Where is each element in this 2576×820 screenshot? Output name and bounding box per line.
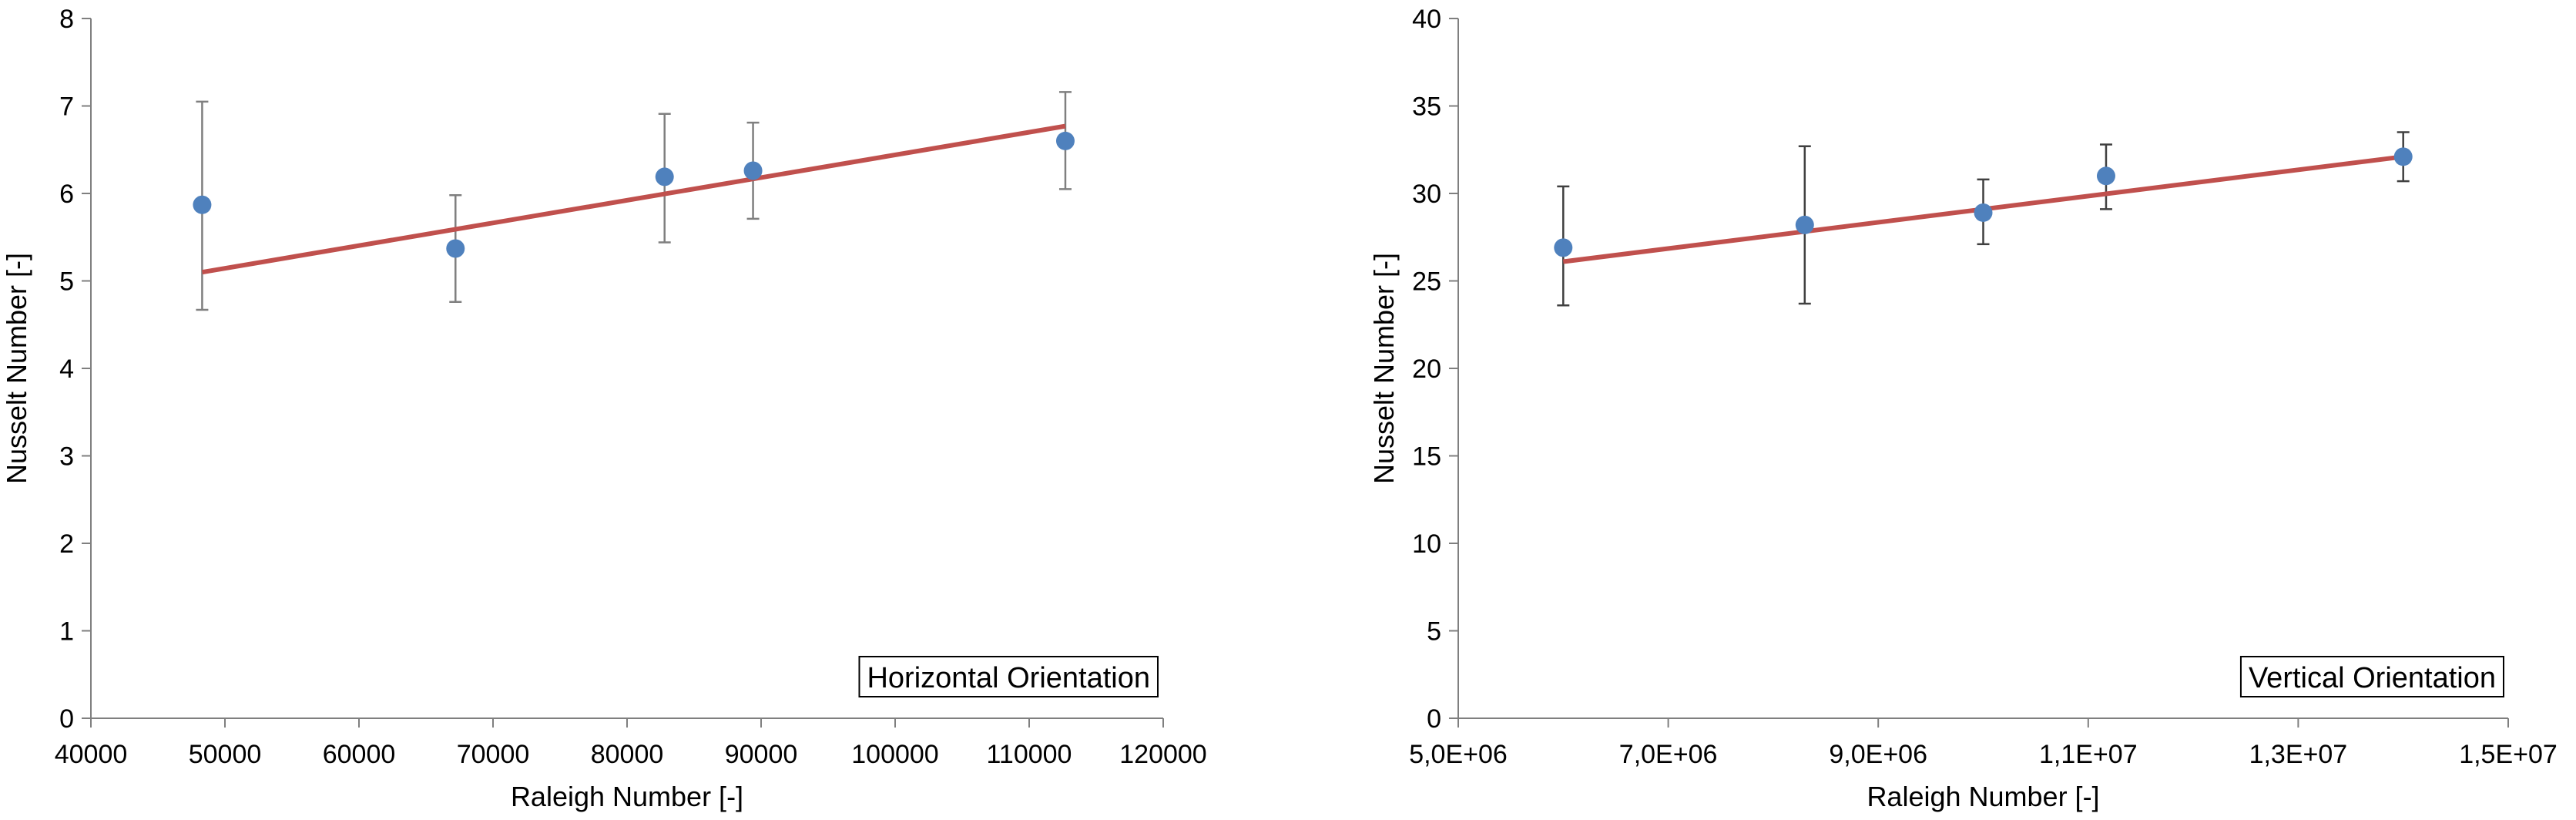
data-point: [2096, 166, 2115, 186]
x-tick-label: 1,3E+07: [2249, 740, 2348, 769]
data-point: [193, 195, 212, 214]
x-tick-label: 90000: [725, 740, 798, 769]
chart-vertical-orientation: 0 5 10 15 20 25 30 35 40 5,0E+06 7,0E+06 9,0E+06 1,1…: [1368, 5, 2558, 812]
data-point: [1554, 238, 1573, 257]
data-point: [743, 161, 763, 180]
data-point: [2393, 147, 2413, 166]
y-tick-label: 0: [1427, 704, 1441, 734]
y-tick-label: 8: [59, 5, 74, 34]
y-tick-label: 10: [1412, 529, 1441, 559]
y-tick-label: 40: [1412, 5, 1441, 34]
y-axis-title: Nusselt Number [-]: [1, 253, 32, 484]
y-tick-label: 1: [59, 617, 74, 647]
chart-horizontal-orientation: 0 1 2 3 4 5 6 7 8 40000 50000 60000 70000 80000 90000 1…: [1, 5, 1207, 812]
fit-line: [201, 123, 1066, 275]
x-tick-label: 70000: [457, 740, 530, 769]
orientation-label-box: [858, 656, 1159, 697]
x-tick-label: 1,1E+07: [2039, 740, 2138, 769]
x-tick-label: 40000: [55, 740, 128, 769]
data-point: [1795, 215, 1814, 234]
y-tick-label: 30: [1412, 180, 1441, 209]
data-point: [1055, 131, 1075, 150]
y-tick-label: 20: [1412, 355, 1441, 384]
orientation-label-box: [2239, 656, 2504, 697]
data-point: [446, 239, 465, 258]
x-tick-label: 9,0E+06: [1829, 740, 1927, 769]
y-tick-label: 15: [1412, 442, 1441, 472]
y-tick-label: 35: [1412, 92, 1441, 122]
x-tick-label: 110000: [987, 740, 1072, 769]
x-tick-label: 5,0E+06: [1409, 740, 1508, 769]
y-tick-label: 3: [59, 442, 74, 472]
x-tick-label: 100000: [851, 740, 938, 769]
y-tick-label: 5: [1427, 617, 1441, 647]
data-point: [1974, 203, 1993, 222]
data-point: [655, 167, 674, 187]
orientation-label: Horizontal Orientation: [867, 662, 1150, 694]
y-tick-label: 4: [59, 355, 74, 384]
y-tick-label: 6: [59, 180, 74, 209]
x-tick-label: 1,5E+07: [2459, 740, 2558, 769]
x-tick-label: 120000: [1119, 740, 1206, 769]
x-tick-label: 60000: [323, 740, 396, 769]
y-tick-label: 0: [59, 704, 74, 734]
y-axis-title: Nusselt Number [-]: [1368, 253, 1400, 484]
x-tick-label: 50000: [189, 740, 262, 769]
x-tick-label: 80000: [591, 740, 664, 769]
y-tick-label: 7: [59, 92, 74, 122]
y-tick-label: 5: [59, 267, 74, 297]
x-axis-title: Raleigh Number [-]: [1867, 781, 2099, 812]
orientation-label: Vertical Orientation: [2249, 662, 2496, 694]
x-tick-label: 7,0E+06: [1619, 740, 1718, 769]
x-axis-title: Raleigh Number [-]: [511, 781, 743, 812]
y-tick-label: 25: [1412, 267, 1441, 297]
y-tick-label: 2: [59, 529, 74, 559]
